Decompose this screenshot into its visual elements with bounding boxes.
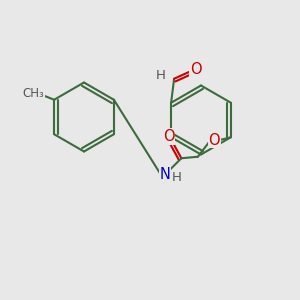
Text: H: H xyxy=(156,69,166,82)
Text: O: O xyxy=(190,62,202,77)
Text: O: O xyxy=(208,133,220,148)
Text: O: O xyxy=(163,129,175,144)
Text: N: N xyxy=(159,167,170,182)
Text: CH₃: CH₃ xyxy=(23,87,45,100)
Text: H: H xyxy=(172,171,182,184)
